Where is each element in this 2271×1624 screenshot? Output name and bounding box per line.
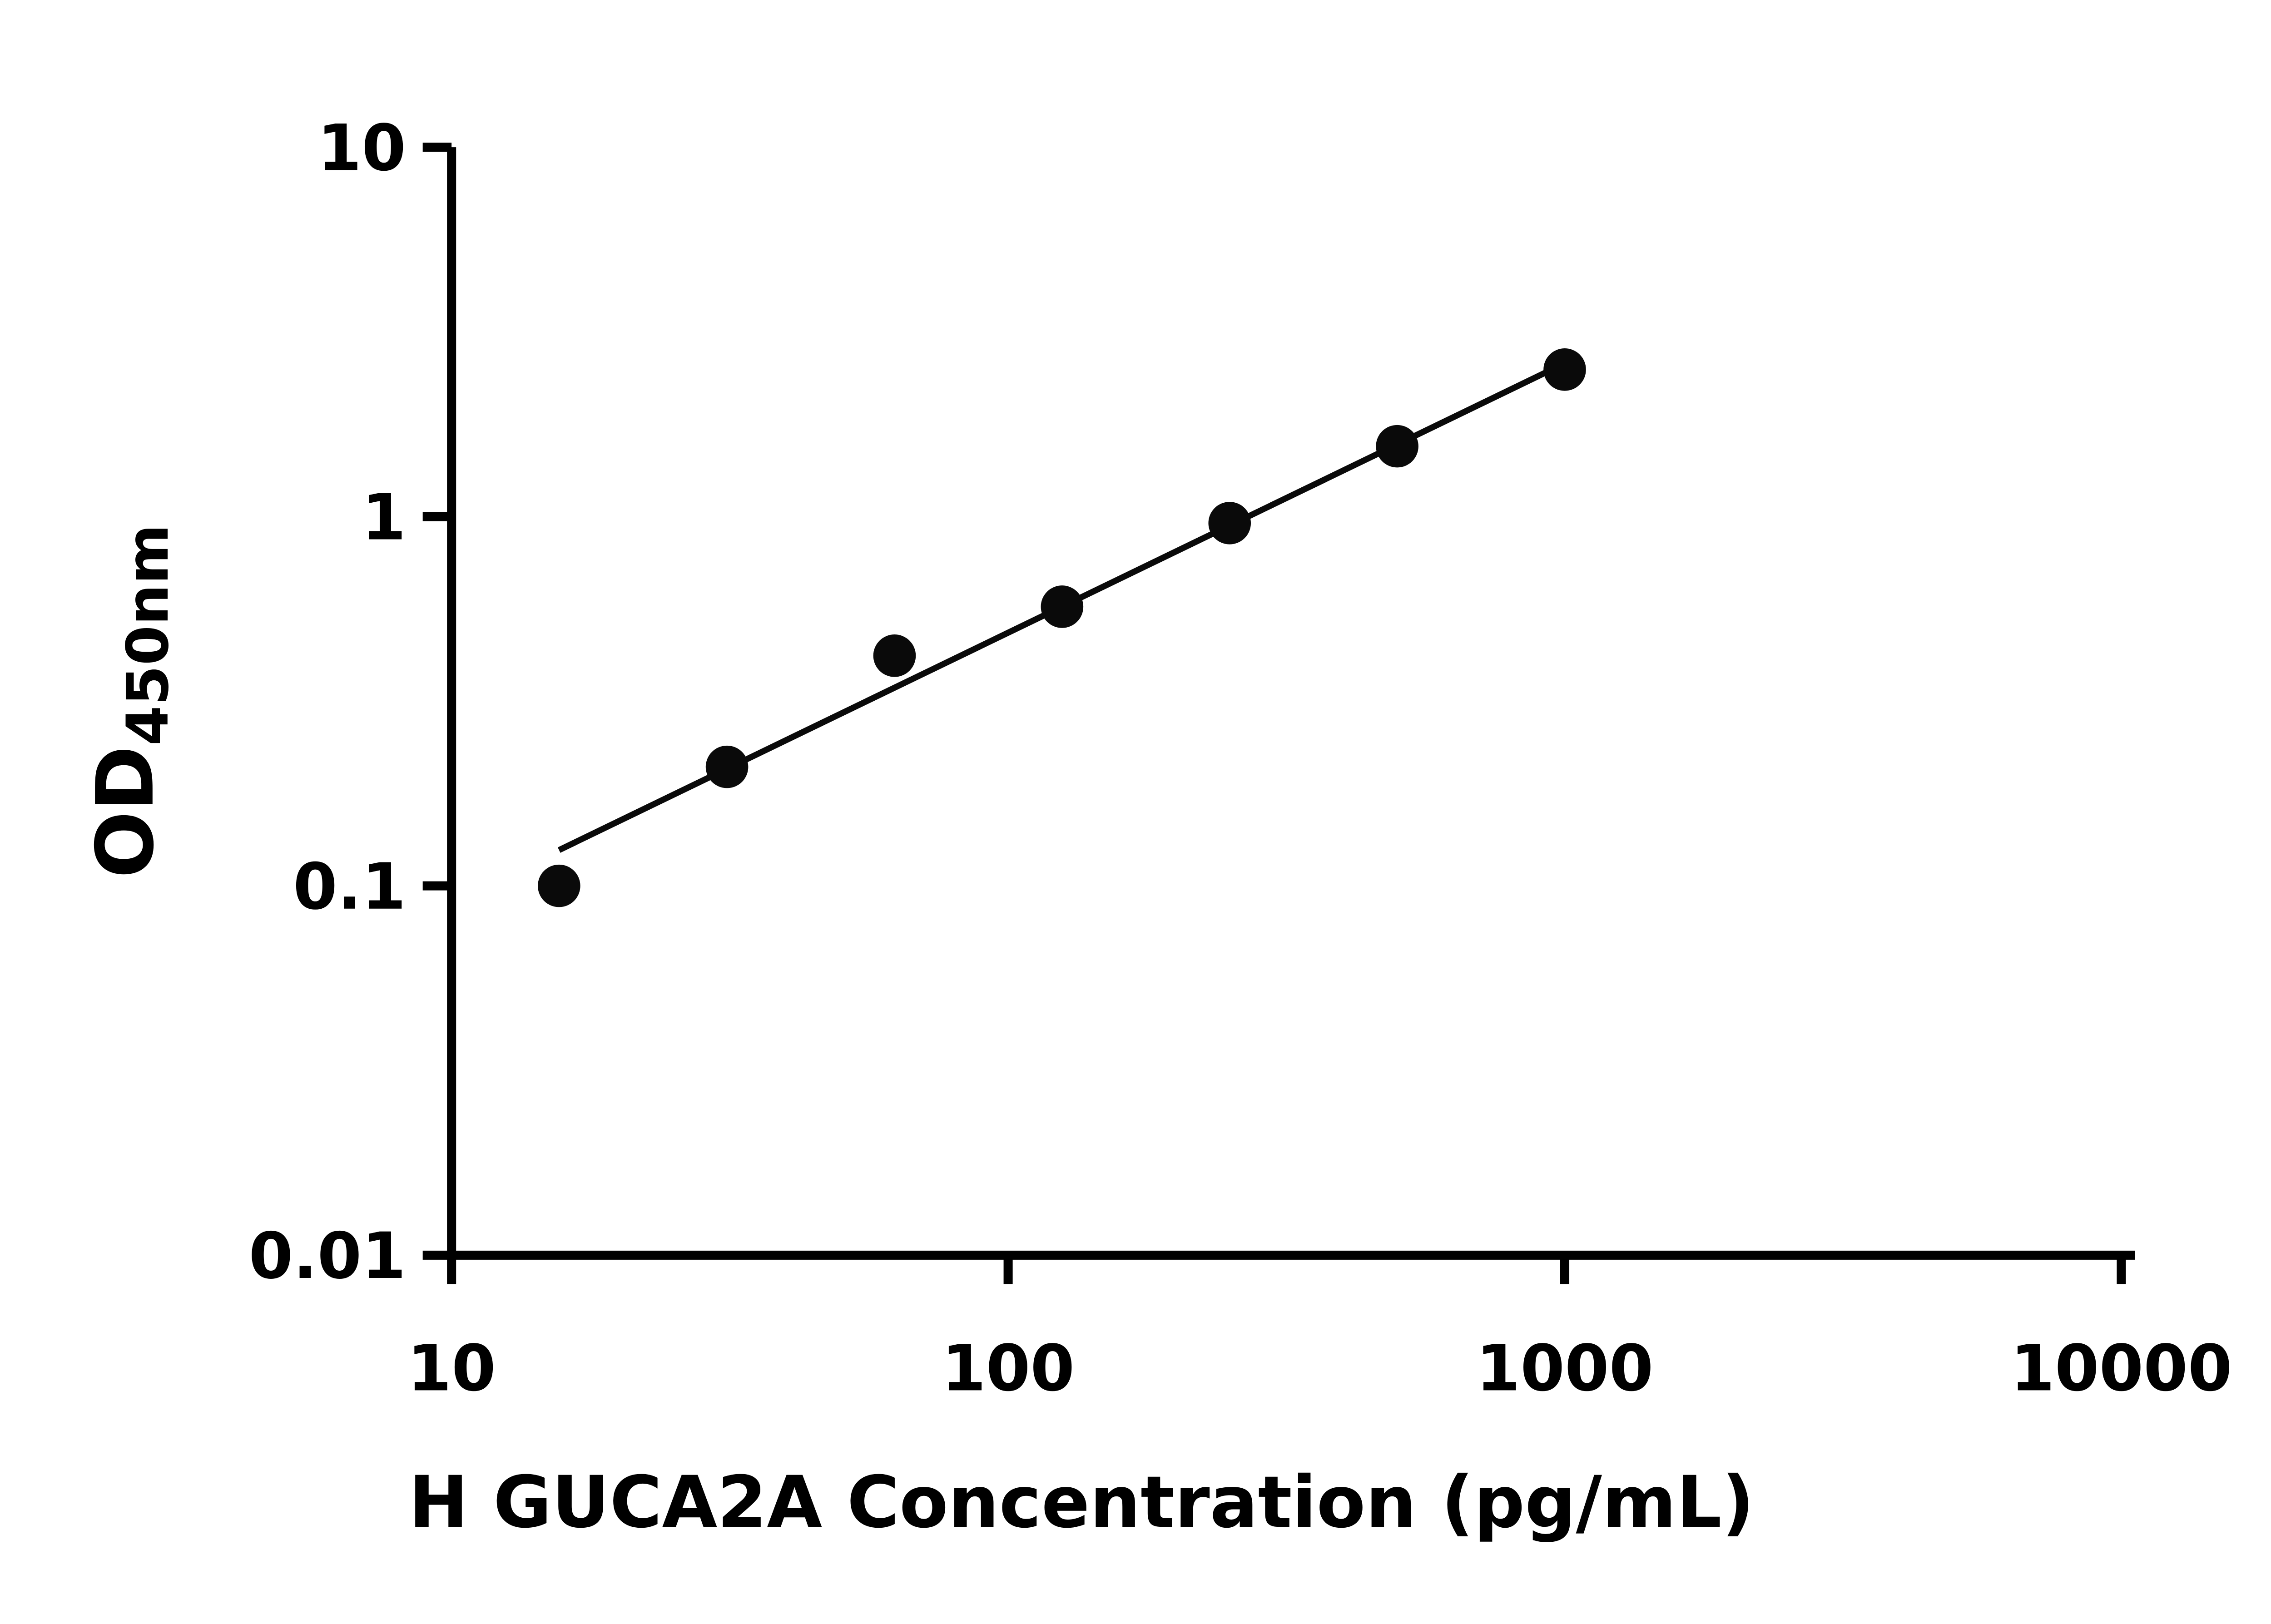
data-point [1041,585,1084,628]
y-axis-tick-label: 10 [317,111,406,185]
y-axis-tick-label: 0.1 [293,850,406,924]
y-axis-title: OD450nm [79,524,181,878]
data-point [1543,348,1586,391]
data-point [1376,425,1418,468]
x-axis-title: H GUCA2A Concentration (pg/mL) [409,1461,1755,1544]
x-axis-tick-label: 10 [407,1332,496,1406]
x-axis-tick-label: 1000 [1476,1332,1654,1406]
y-axis-title-main: OD [79,746,171,878]
data-point [1208,502,1251,545]
x-axis-tick-label: 10000 [2010,1332,2232,1406]
axes-frame [447,147,2135,1260]
y-axis-tick-label: 1 [362,481,406,555]
y-axis-title-subscript: 450nm [114,524,181,746]
data-point [538,864,580,907]
data-point [873,634,916,677]
x-axis-tick-label: 100 [942,1332,1075,1406]
y-axis-tick-label: 0.01 [249,1219,406,1293]
data-point [705,745,749,788]
